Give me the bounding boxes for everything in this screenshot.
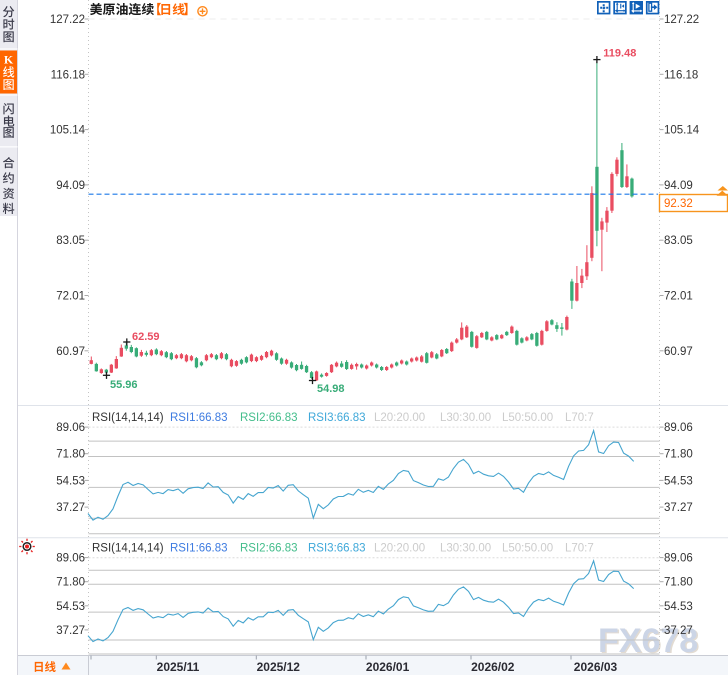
svg-text:K: K — [4, 53, 14, 67]
svg-text:116.18: 116.18 — [51, 69, 85, 81]
svg-text:37.27: 37.27 — [664, 502, 693, 514]
svg-text:119.48: 119.48 — [603, 48, 636, 60]
svg-text:L50:50.00: L50:50.00 — [502, 412, 553, 424]
svg-text:FX678: FX678 — [600, 623, 700, 661]
svg-text:62.59: 62.59 — [132, 331, 160, 343]
svg-text:72.01: 72.01 — [56, 291, 85, 303]
svg-text:RSI2:66.83: RSI2:66.83 — [240, 412, 298, 424]
svg-text:54.53: 54.53 — [664, 475, 693, 487]
svg-text:55.96: 55.96 — [110, 379, 138, 391]
svg-text:2026/03: 2026/03 — [574, 660, 618, 674]
svg-text:92.32: 92.32 — [664, 198, 693, 210]
svg-text:89.06: 89.06 — [56, 553, 85, 565]
svg-text:RSI1:66.83: RSI1:66.83 — [170, 412, 228, 424]
svg-text:54.53: 54.53 — [664, 601, 693, 613]
svg-text:89.06: 89.06 — [56, 422, 85, 434]
svg-text:L70:7: L70:7 — [565, 412, 594, 424]
svg-text:54.53: 54.53 — [56, 601, 85, 613]
svg-text:RSI3:66.83: RSI3:66.83 — [308, 412, 366, 424]
svg-text:2026/01: 2026/01 — [366, 660, 410, 674]
svg-text:72.01: 72.01 — [664, 291, 693, 303]
svg-text:71.80: 71.80 — [664, 449, 693, 461]
svg-text:60.97: 60.97 — [56, 346, 85, 358]
svg-text:37.27: 37.27 — [664, 625, 693, 637]
svg-text:83.05: 83.05 — [56, 235, 85, 247]
svg-text:71.80: 71.80 — [56, 449, 85, 461]
svg-text:127.22: 127.22 — [664, 14, 699, 26]
svg-text:94.09: 94.09 — [56, 180, 85, 192]
svg-text:2025/11: 2025/11 — [157, 660, 200, 674]
svg-text:116.18: 116.18 — [664, 69, 698, 81]
svg-text:L50:50.00: L50:50.00 — [502, 543, 553, 555]
svg-text:L70:7: L70:7 — [565, 543, 594, 555]
svg-text:37.27: 37.27 — [56, 625, 85, 637]
svg-text:L30:30.00: L30:30.00 — [440, 543, 491, 555]
svg-text:105.14: 105.14 — [50, 125, 86, 137]
svg-text:54.53: 54.53 — [56, 475, 85, 487]
svg-text:L30:30.00: L30:30.00 — [440, 412, 491, 424]
svg-text:37.27: 37.27 — [56, 502, 85, 514]
svg-text:2025/12: 2025/12 — [257, 660, 301, 674]
svg-text:89.06: 89.06 — [664, 422, 693, 434]
svg-text:71.80: 71.80 — [664, 577, 693, 589]
svg-text:RSI(14,14,14): RSI(14,14,14) — [92, 412, 164, 424]
svg-text:RSI(14,14,14): RSI(14,14,14) — [92, 543, 164, 555]
svg-text:105.14: 105.14 — [664, 125, 700, 137]
svg-text:71.80: 71.80 — [56, 577, 85, 589]
svg-text:RSI2:66.83: RSI2:66.83 — [240, 543, 298, 555]
svg-text:54.98: 54.98 — [317, 383, 345, 395]
svg-text:83.05: 83.05 — [664, 235, 693, 247]
svg-text:2026/02: 2026/02 — [471, 660, 515, 674]
svg-text:RSI3:66.83: RSI3:66.83 — [308, 543, 366, 555]
svg-text:RSI1:66.83: RSI1:66.83 — [170, 543, 228, 555]
svg-text:94.09: 94.09 — [664, 180, 693, 192]
svg-text:60.97: 60.97 — [664, 346, 693, 358]
svg-text:89.06: 89.06 — [664, 553, 693, 565]
svg-text:L20:20.00: L20:20.00 — [374, 412, 425, 424]
svg-text:127.22: 127.22 — [50, 14, 85, 26]
svg-text:L20:20.00: L20:20.00 — [374, 543, 425, 555]
